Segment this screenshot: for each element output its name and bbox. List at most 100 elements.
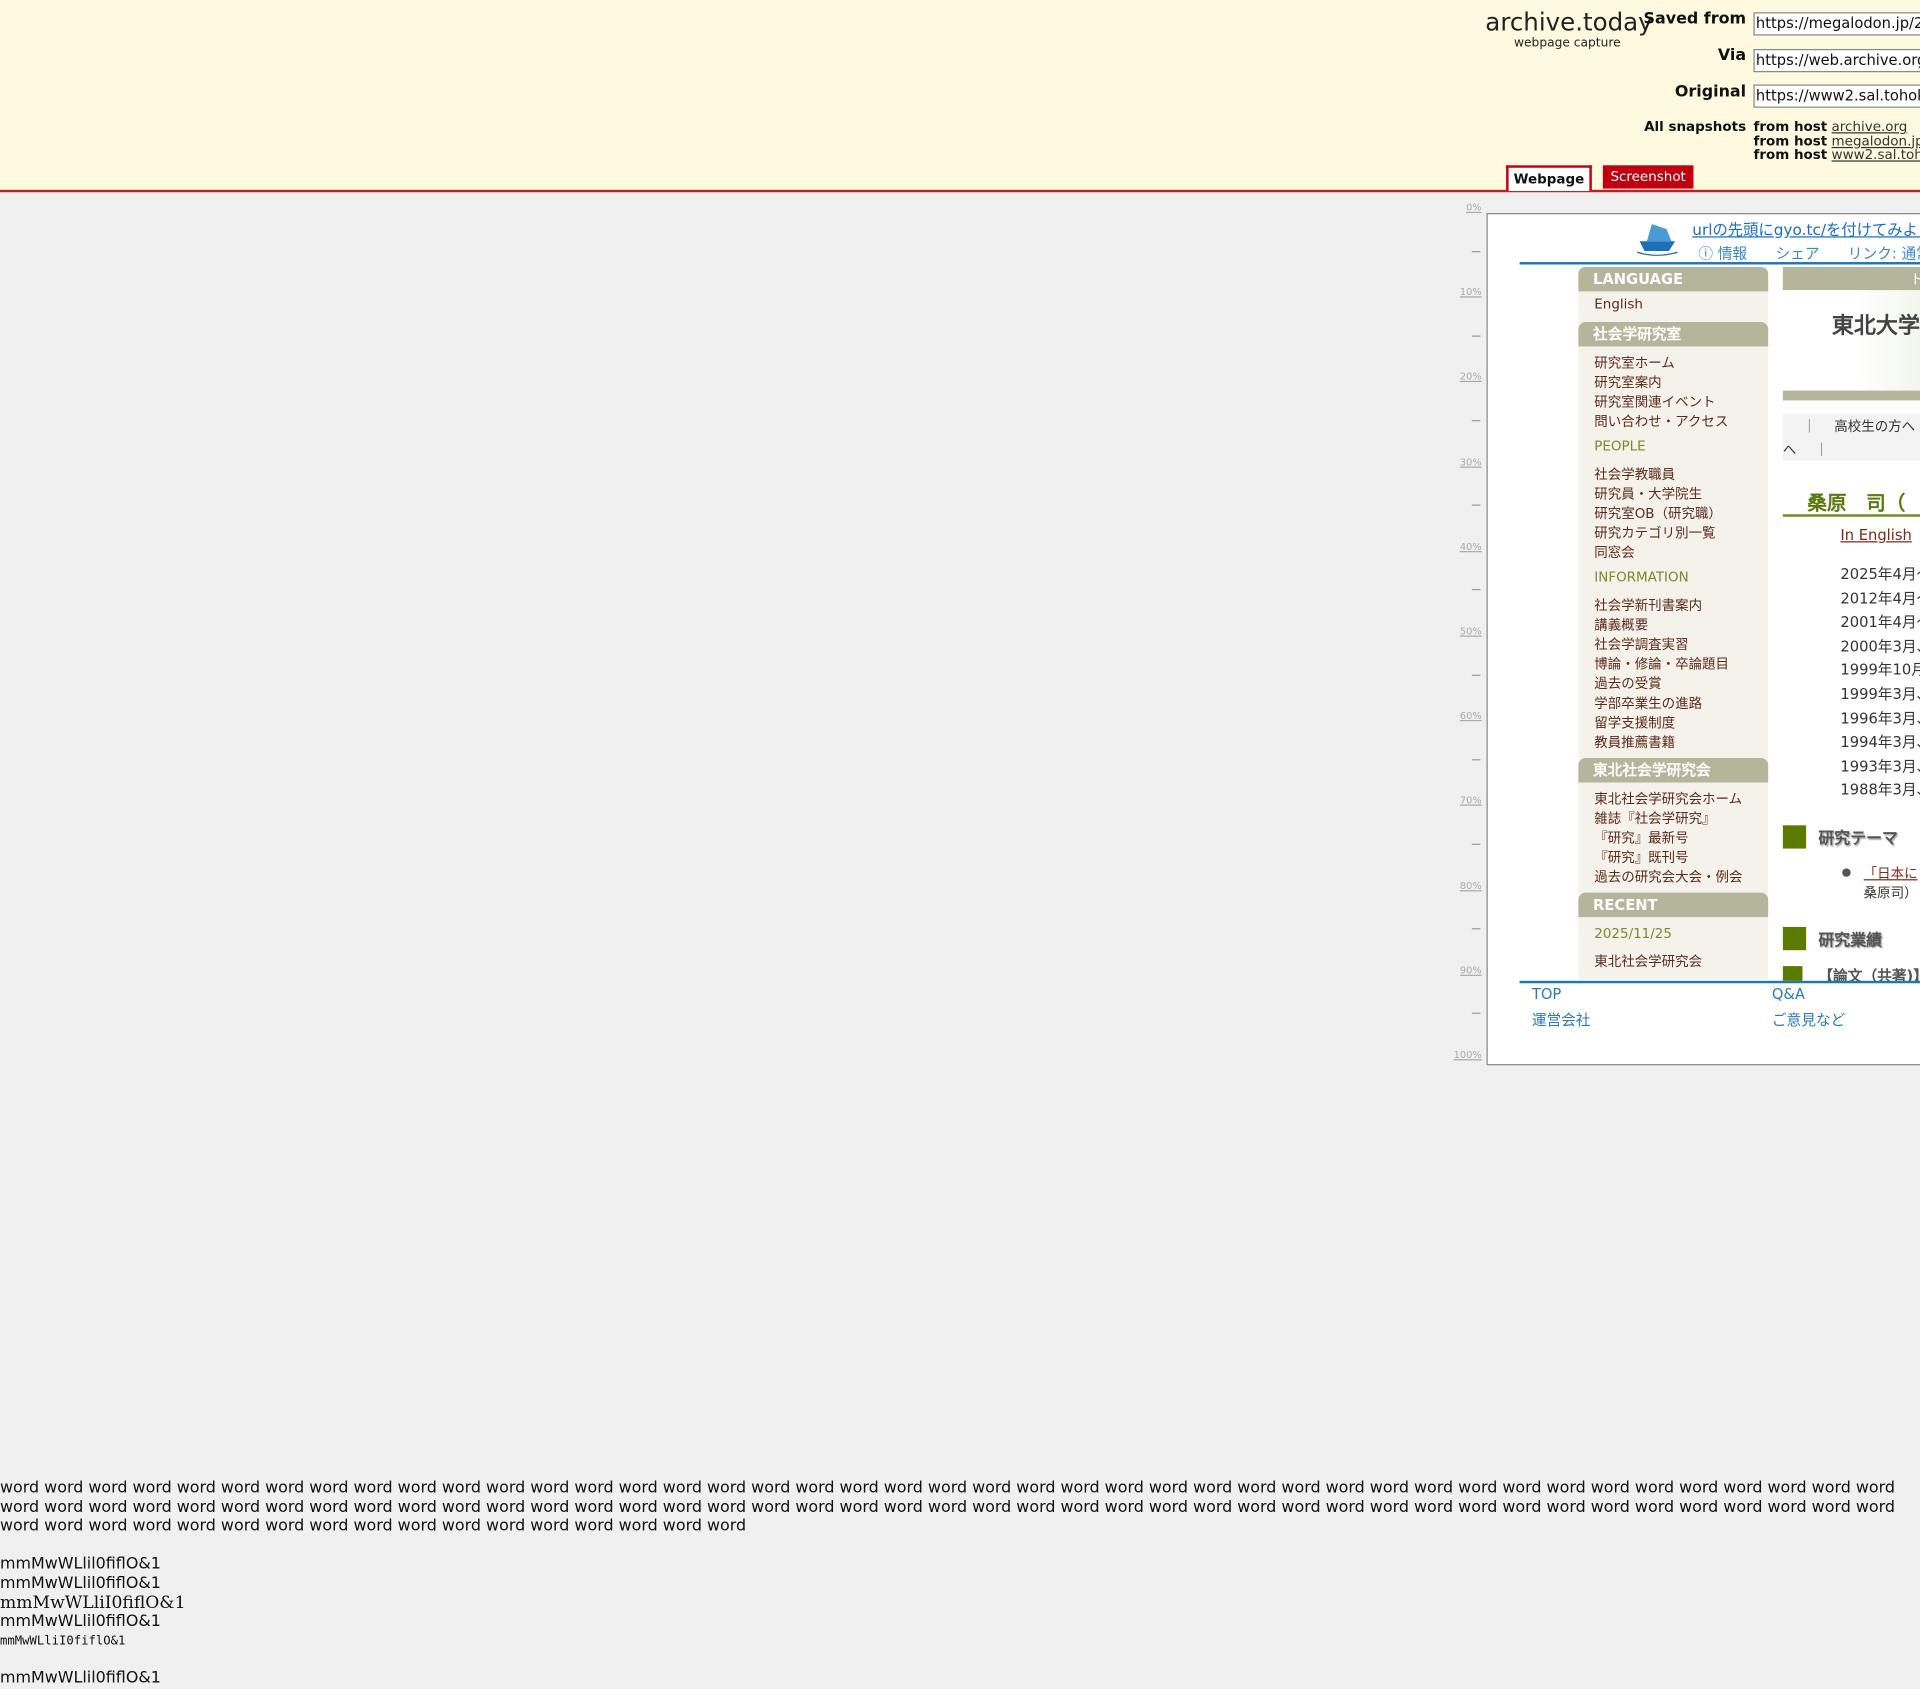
sidebar-section: PEOPLE — [1594, 438, 1646, 455]
career-date: 1988年3月、 — [1840, 781, 1920, 799]
field-label: Saved from — [1643, 9, 1747, 29]
tab-screenshot[interactable]: Screenshot — [1602, 165, 1694, 189]
sidebar-link[interactable]: 研究カテゴリ別一覧 — [1594, 525, 1716, 542]
ruler-label[interactable]: 100% — [1453, 1049, 1482, 1061]
heading-marker — [1782, 966, 1803, 981]
rule — [1519, 262, 1920, 265]
link-link[interactable]: リンク: 通常 — [1847, 244, 1920, 263]
top-bar — [1782, 266, 1920, 291]
footer-link[interactable]: TOP — [1531, 985, 1562, 1003]
snapshot-link[interactable]: www2.sal.tohoku — [1831, 146, 1920, 163]
top-bar-text: ト — [1910, 269, 1920, 289]
ruler-tick — [1471, 250, 1481, 252]
sidebar-link[interactable]: 東北社会学研究会 — [1594, 953, 1703, 970]
logo[interactable]: archive.today — [1485, 7, 1653, 37]
nav-separator: ｜ — [1802, 418, 1816, 435]
profile-name: 桑原 司（ — [1807, 491, 1906, 515]
ruler-label[interactable]: 70% — [1459, 795, 1482, 807]
sidebar-link[interactable]: 社会学新刊書案内 — [1594, 597, 1703, 614]
sidebar-link[interactable]: 研究員・大学院生 — [1594, 486, 1703, 503]
sidebar-link[interactable]: English — [1594, 296, 1643, 313]
ruler-label[interactable]: 50% — [1459, 625, 1482, 637]
ruler-label[interactable]: 0% — [1466, 202, 1482, 214]
ruler-tick — [1471, 504, 1481, 506]
snapshot-link[interactable]: archive.org — [1831, 118, 1908, 135]
ruler-label[interactable]: 10% — [1459, 286, 1482, 298]
ruler-tick — [1471, 335, 1481, 337]
sidebar-link[interactable]: 同窓会 — [1594, 544, 1635, 561]
snapshot-row: from host megalodon.jp — [1753, 133, 1920, 149]
share-link[interactable]: シェア — [1775, 244, 1820, 263]
english-link[interactable]: In English — [1840, 526, 1912, 544]
footer-link[interactable]: 運営会社 — [1531, 1011, 1591, 1029]
nav — [1782, 413, 1920, 461]
sidebar-link[interactable]: 講義概要 — [1594, 617, 1649, 634]
word-paragraph: word word word word word word word word … — [0, 1479, 1896, 1536]
ruler-label[interactable]: 20% — [1459, 371, 1482, 383]
url-field[interactable]: https://web.archive.org/w — [1753, 48, 1920, 73]
sidebar-link[interactable]: 博論・修論・卒論題目 — [1594, 656, 1729, 673]
snapshot-row: from host archive.org — [1753, 119, 1907, 135]
sidebar-link[interactable]: 研究室ホーム — [1594, 355, 1675, 372]
sidebar-header: 東北社会学研究会 — [1578, 757, 1769, 783]
sidebar-link[interactable]: 過去の受賞 — [1594, 675, 1662, 692]
theme-text: 桑原司） — [1863, 885, 1918, 902]
banner — [1782, 290, 1920, 391]
sidebar-link[interactable]: 研究室関連イベント — [1594, 394, 1716, 411]
sidebar-link[interactable]: 問い合わせ・アクセス — [1594, 413, 1729, 430]
ruler-tick — [1471, 758, 1481, 761]
tab-webpage[interactable]: Webpage — [1506, 165, 1592, 192]
heading-marker — [1782, 825, 1807, 849]
sidebar-header: LANGUAGE — [1578, 266, 1769, 292]
ruler-label[interactable]: 90% — [1459, 964, 1482, 976]
font-sample: mmMwWLlil0fiflO&1 — [0, 1555, 161, 1574]
sidebar-link[interactable]: 『研究』既刊号 — [1594, 849, 1689, 866]
career-date: 2001年4月〜 — [1840, 613, 1920, 631]
footer-link[interactable]: ご意見など — [1771, 1011, 1846, 1029]
ruler-tick — [1471, 589, 1481, 591]
sidebar-header: RECENT — [1578, 892, 1769, 918]
font-sample: mmMwWLlil0fiflO&1 — [0, 1612, 161, 1631]
sidebar-link[interactable]: 研究室案内 — [1594, 374, 1662, 391]
sidebar-link[interactable]: 社会学教職員 — [1594, 466, 1676, 483]
ruler-tick — [1471, 1013, 1481, 1015]
ruler-label[interactable]: 80% — [1459, 879, 1482, 891]
sidebar-link[interactable]: 東北社会学研究会ホーム — [1594, 791, 1743, 807]
career-date: 2000年3月、 — [1840, 637, 1920, 655]
sidebar-link[interactable]: 雑誌『社会学研究』 — [1594, 810, 1716, 827]
sidebar-link[interactable]: 教員推薦書籍 — [1594, 734, 1676, 751]
ruler-label[interactable]: 40% — [1459, 540, 1482, 552]
recent-date: 2025/11/25 — [1594, 925, 1672, 942]
section-heading: 研究テーマ — [1818, 830, 1898, 849]
career-date: 1996年3月、 — [1840, 709, 1920, 727]
sidebar-link[interactable]: 学部卒業生の進路 — [1594, 695, 1703, 712]
snapshot-prefix: from host — [1753, 146, 1828, 163]
logo-icon — [1636, 224, 1678, 256]
url-field[interactable]: https://megalodon.jp/202 — [1753, 12, 1920, 36]
ruler-tick — [1471, 843, 1481, 845]
sidebar-link[interactable]: 過去の研究会大会・例会 — [1594, 869, 1743, 886]
footer-link[interactable]: Q&A — [1771, 985, 1805, 1003]
nav-link[interactable]: 高校生の方へ — [1834, 418, 1916, 435]
snapshot-row: from host www2.sal.tohoku — [1753, 147, 1920, 163]
ruler-tick — [1471, 928, 1481, 930]
snapshot-link[interactable]: megalodon.jp — [1831, 132, 1920, 149]
theme-link[interactable]: 「日本に — [1863, 865, 1918, 882]
sidebar-link[interactable]: 『研究』最新号 — [1594, 830, 1689, 847]
banner-link[interactable]: urlの先頭にgyo.tc/を付けてみよう！ — [1692, 220, 1920, 239]
ruler-label[interactable]: 60% — [1459, 710, 1482, 722]
snapshot-prefix: from host — [1753, 132, 1828, 149]
ruler-label[interactable]: 30% — [1459, 456, 1482, 468]
sidebar-link[interactable]: 社会学調査実習 — [1594, 636, 1689, 653]
sidebar-link[interactable]: 留学支援制度 — [1594, 715, 1676, 732]
career-date: 2025年4月〜 — [1840, 565, 1920, 583]
info-link[interactable]: ⓘ 情報 — [1698, 244, 1748, 263]
banner-title: 東北大学 — [1831, 313, 1920, 340]
url-field[interactable]: https://www2.sal.tohoku. — [1753, 84, 1920, 108]
bullet: ● — [1841, 866, 1852, 880]
font-sample: mmMwWLliI0fiflO&1 — [0, 1634, 126, 1649]
sidebar-link[interactable]: 研究室OB（研究職） — [1594, 505, 1722, 522]
nav-link[interactable]: へ — [1782, 442, 1797, 458]
